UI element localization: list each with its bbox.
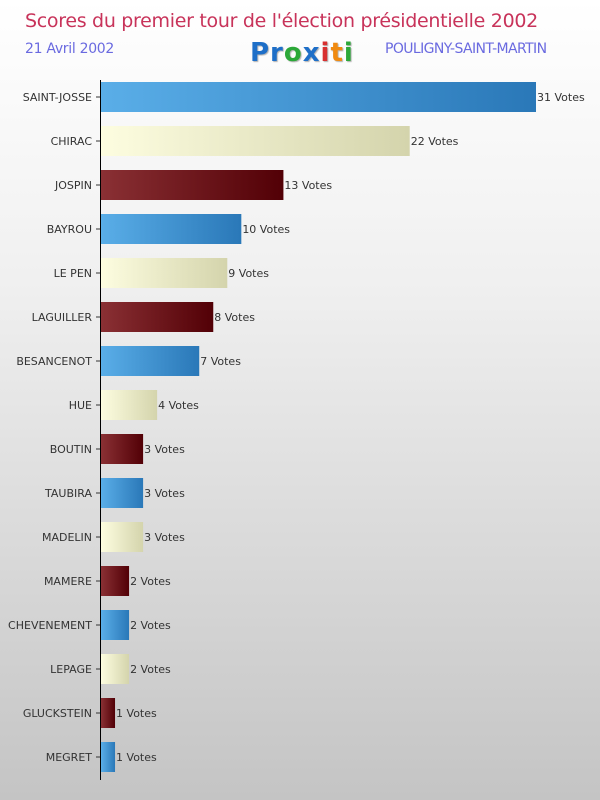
bar[interactable] — [101, 346, 200, 376]
category-label: BESANCENOT — [16, 355, 92, 368]
category-label: HUE — [69, 399, 92, 412]
bar[interactable] — [101, 214, 242, 244]
bar[interactable] — [101, 170, 284, 200]
value-label: 8 Votes — [214, 311, 255, 324]
bar[interactable] — [101, 478, 144, 508]
category-label: BAYROU — [47, 223, 92, 236]
category-label: LEPAGE — [50, 663, 92, 676]
value-label: 22 Votes — [411, 135, 459, 148]
chart-title: Scores du premier tour de l'élection pré… — [25, 10, 538, 32]
value-label: 9 Votes — [228, 267, 269, 280]
bar[interactable] — [101, 434, 144, 464]
value-label: 10 Votes — [242, 223, 290, 236]
value-label: 3 Votes — [144, 443, 185, 456]
value-label: 7 Votes — [200, 355, 241, 368]
bar[interactable] — [101, 258, 228, 288]
category-label: TAUBIRA — [44, 487, 92, 500]
value-label: 3 Votes — [144, 531, 185, 544]
y-axis — [100, 80, 101, 780]
bar[interactable] — [101, 302, 214, 332]
value-label: 13 Votes — [284, 179, 332, 192]
bar[interactable] — [101, 654, 130, 684]
category-label: MEGRET — [46, 751, 93, 764]
category-label: JOSPIN — [54, 179, 92, 192]
category-label: BOUTIN — [50, 443, 92, 456]
bar[interactable] — [101, 522, 144, 552]
category-label: LE PEN — [54, 267, 92, 280]
bar[interactable] — [101, 742, 116, 772]
category-label: MADELIN — [42, 531, 92, 544]
value-label: 2 Votes — [130, 663, 171, 676]
value-label: 4 Votes — [158, 399, 199, 412]
value-label: 2 Votes — [130, 619, 171, 632]
category-label: LAGUILLER — [32, 311, 93, 324]
value-label: 2 Votes — [130, 575, 171, 588]
category-label: GLUCKSTEIN — [23, 707, 92, 720]
category-label: CHEVENEMENT — [8, 619, 92, 632]
value-label: 1 Votes — [116, 751, 157, 764]
bar[interactable] — [101, 390, 158, 420]
category-label: MAMERE — [44, 575, 92, 588]
value-label: 1 Votes — [116, 707, 157, 720]
value-label: 31 Votes — [537, 91, 585, 104]
election-date: 21 Avril 2002 — [25, 41, 115, 57]
category-label: SAINT-JOSSE — [23, 91, 92, 104]
bar[interactable] — [101, 82, 536, 112]
value-label: 3 Votes — [144, 487, 185, 500]
bar[interactable] — [101, 698, 116, 728]
bar[interactable] — [101, 566, 130, 596]
bar[interactable] — [101, 610, 130, 640]
commune-name: POULIGNY-SAINT-MARTIN — [385, 41, 547, 57]
category-label: CHIRAC — [51, 135, 93, 148]
bar[interactable] — [101, 126, 410, 156]
proxiti-logo[interactable]: Proxiti — [250, 38, 354, 68]
